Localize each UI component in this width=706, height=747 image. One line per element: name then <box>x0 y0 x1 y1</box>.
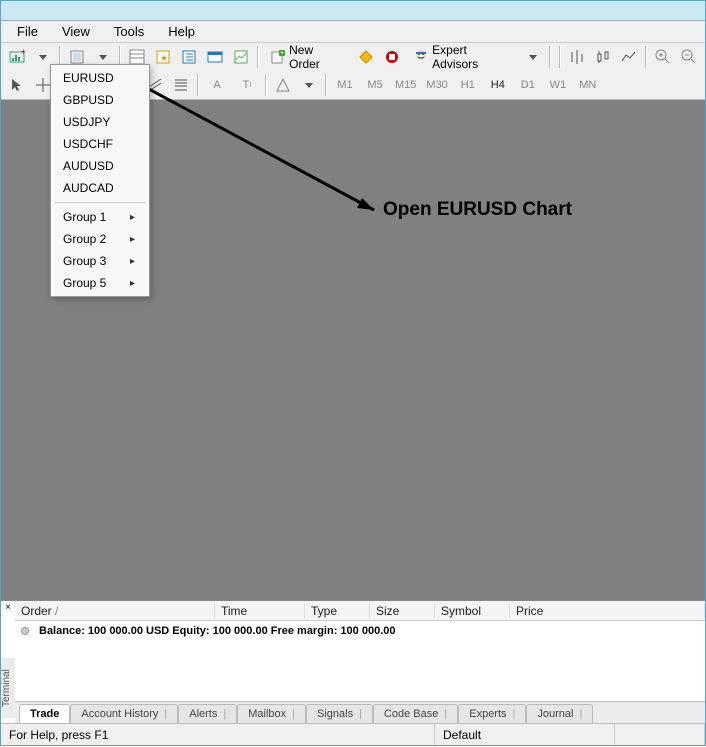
menu-file[interactable]: File <box>5 21 50 42</box>
dropdown-item-group3[interactable]: Group 3▸ <box>51 250 149 272</box>
terminal-panel: × Terminal Order / Time Type Size Symbol… <box>1 600 705 723</box>
tab-trade[interactable]: Trade <box>19 704 70 723</box>
timeframe-m30[interactable]: M30 <box>422 73 451 97</box>
tab-signals[interactable]: Signals| <box>306 704 373 723</box>
menu-tools[interactable]: Tools <box>102 21 156 42</box>
data-window-icon[interactable]: ★ <box>151 45 175 69</box>
line-chart-icon[interactable] <box>617 45 641 69</box>
timeframe-w1[interactable]: W1 <box>544 73 572 97</box>
timeframe-mn[interactable]: MN <box>574 73 602 97</box>
tab-alerts[interactable]: Alerts| <box>178 704 237 723</box>
timeframe-h4[interactable]: H4 <box>484 73 512 97</box>
shapes-dropdown-icon[interactable] <box>297 73 321 97</box>
toolbar-divider <box>197 74 199 96</box>
bar-chart-icon[interactable] <box>565 45 589 69</box>
timeframe-h1[interactable]: H1 <box>454 73 482 97</box>
shapes-icon[interactable] <box>271 73 295 97</box>
toolbar-divider <box>645 46 647 68</box>
chevron-right-icon: ▸ <box>130 256 135 267</box>
status-profile: Default <box>435 724 615 745</box>
dropdown-item-usdchf[interactable]: USDCHF <box>51 133 149 155</box>
symbol-dropdown: EURUSD GBPUSD USDJPY USDCHF AUDUSD AUDCA… <box>50 64 150 297</box>
zoom-out-icon[interactable] <box>677 45 701 69</box>
menu-help[interactable]: Help <box>156 21 207 42</box>
expert-advisors-dropdown-icon[interactable] <box>521 45 545 69</box>
expert-advisors-label: Expert Advisors <box>432 43 512 71</box>
svg-text:+: + <box>21 49 25 56</box>
col-price[interactable]: Price <box>510 604 705 618</box>
dropdown-item-group5[interactable]: Group 5▸ <box>51 272 149 294</box>
status-bar: For Help, press F1 Default <box>1 723 705 745</box>
balance-row: Balance: 100 000.00 USD Equity: 100 000.… <box>21 623 699 639</box>
terminal-body: Balance: 100 000.00 USD Equity: 100 000.… <box>15 621 705 701</box>
chevron-right-icon: ▸ <box>130 212 135 223</box>
dropdown-item-usdjpy[interactable]: USDJPY <box>51 111 149 133</box>
toolbar-divider <box>549 46 551 68</box>
col-time[interactable]: Time <box>215 604 305 618</box>
title-bar <box>1 1 705 21</box>
col-type[interactable]: Type <box>305 604 370 618</box>
toolbar-divider <box>265 74 267 96</box>
tab-account-history[interactable]: Account History| <box>70 704 178 723</box>
timeframe-m5[interactable]: M5 <box>361 73 389 97</box>
status-spacer <box>615 724 705 745</box>
dropdown-item-gbpusd[interactable]: GBPUSD <box>51 89 149 111</box>
metaeditor-icon[interactable] <box>354 45 378 69</box>
col-size[interactable]: Size <box>370 604 435 618</box>
text-tool-a[interactable]: A <box>203 73 231 97</box>
tab-code-base[interactable]: Code Base| <box>373 704 458 723</box>
tab-journal[interactable]: Journal| <box>526 704 593 723</box>
dropdown-separator <box>55 202 145 203</box>
strategy-tester-icon[interactable] <box>229 45 253 69</box>
status-help: For Help, press F1 <box>1 724 435 745</box>
dropdown-item-group2[interactable]: Group 2▸ <box>51 228 149 250</box>
new-chart-icon[interactable]: + <box>5 45 29 69</box>
expert-advisors-button[interactable]: Expert Advisors <box>406 45 519 69</box>
fibo-icon[interactable] <box>169 73 193 97</box>
timeframe-d1[interactable]: D1 <box>514 73 542 97</box>
text-tool-t[interactable]: TI <box>233 73 261 97</box>
col-symbol[interactable]: Symbol <box>435 604 510 618</box>
zoom-in-icon[interactable] <box>651 45 675 69</box>
menu-bar: File View Tools Help <box>1 21 705 43</box>
dropdown-item-eurusd[interactable]: EURUSD <box>51 67 149 89</box>
chevron-right-icon: ▸ <box>130 234 135 245</box>
candle-chart-icon[interactable] <box>591 45 615 69</box>
chevron-right-icon: ▸ <box>130 278 135 289</box>
new-order-label: New Order <box>289 43 345 71</box>
col-order[interactable]: Order / <box>15 604 215 618</box>
terminal-icon[interactable] <box>203 45 227 69</box>
timeframe-m15[interactable]: M15 <box>391 73 420 97</box>
tab-experts[interactable]: Experts| <box>458 704 526 723</box>
new-order-button[interactable]: + New Order <box>263 45 352 69</box>
autotrading-icon[interactable] <box>380 45 404 69</box>
dropdown-item-group1[interactable]: Group 1▸ <box>51 206 149 228</box>
toolbar-divider <box>325 74 327 96</box>
svg-text:+: + <box>280 50 284 57</box>
close-icon[interactable]: × <box>3 603 13 613</box>
cursor-icon[interactable] <box>5 73 29 97</box>
navigator-icon[interactable] <box>177 45 201 69</box>
dropdown-item-audusd[interactable]: AUDUSD <box>51 155 149 177</box>
dropdown-item-audcad[interactable]: AUDCAD <box>51 177 149 199</box>
toolbar-divider <box>257 46 259 68</box>
svg-text:★: ★ <box>160 53 168 63</box>
terminal-tabs: Trade Account History| Alerts| Mailbox| … <box>15 701 705 723</box>
tab-mailbox[interactable]: Mailbox| <box>237 704 306 723</box>
terminal-header: Order / Time Type Size Symbol Price <box>15 601 705 621</box>
status-dot-icon <box>21 627 29 635</box>
annotation-label: Open EURUSD Chart <box>383 199 572 221</box>
menu-view[interactable]: View <box>50 21 102 42</box>
timeframe-m1[interactable]: M1 <box>331 73 359 97</box>
toolbar-divider <box>559 46 561 68</box>
balance-text: Balance: 100 000.00 USD Equity: 100 000.… <box>39 625 395 637</box>
terminal-side-label: Terminal <box>1 658 15 718</box>
